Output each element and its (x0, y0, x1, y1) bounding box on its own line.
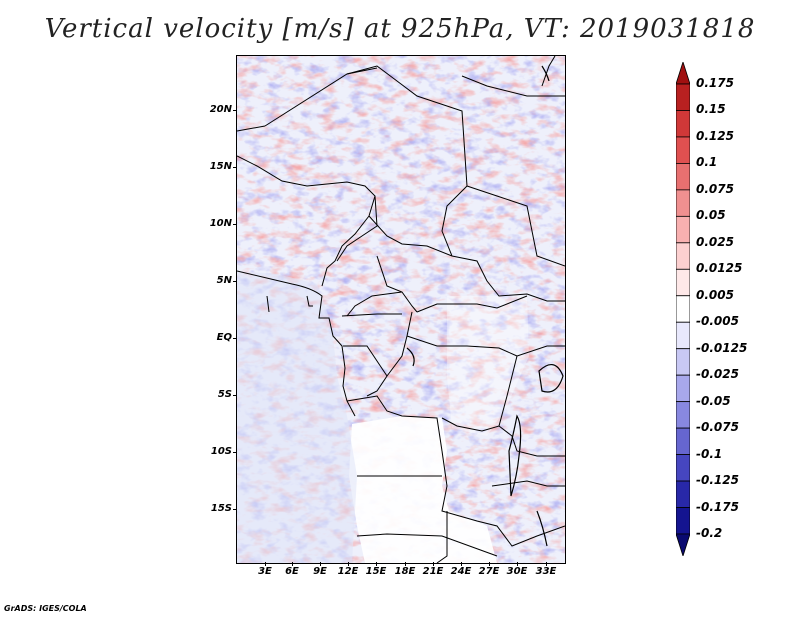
colorbar-segment (676, 348, 690, 376)
colorbar-segment (676, 427, 690, 455)
colorbar-label: -0.175 (696, 499, 739, 514)
lon-tick (376, 562, 377, 566)
colorbar-label: 0.025 (696, 234, 734, 249)
lon-tick (348, 562, 349, 566)
lon-tick (292, 562, 293, 566)
lon-label: 33E (535, 566, 557, 577)
near-zero-region-east (447, 296, 529, 436)
lon-label: 9E (313, 566, 327, 577)
colorbar-label: -0.125 (696, 473, 739, 488)
colorbar-min-arrow (676, 533, 690, 556)
lat-tick (233, 452, 237, 453)
lon-tick (265, 562, 266, 566)
lon-tick (405, 562, 406, 566)
colorbar-label: -0.075 (696, 420, 739, 435)
lon-label: 24E (450, 566, 472, 577)
colorbar-segment (676, 215, 690, 244)
colorbar-segment (676, 268, 690, 297)
lakes (406, 65, 564, 547)
colorbar-segment (676, 242, 690, 270)
colorbar-label: 0.1 (696, 155, 718, 170)
colorbar-label: 0.075 (696, 181, 734, 196)
colorbar-label: 0.15 (696, 102, 726, 117)
lon-tick (517, 562, 518, 566)
colorbar (676, 62, 690, 556)
colorbar-label: -0.005 (696, 314, 739, 329)
colorbar-label: -0.1 (696, 446, 723, 461)
lon-label: 30E (506, 566, 528, 577)
ocean-area (237, 271, 357, 563)
colorbar-label: -0.05 (696, 393, 731, 408)
colorbar-label: -0.2 (696, 526, 723, 540)
lat-tick (233, 167, 237, 168)
colorbar-label: 0.175 (696, 76, 734, 90)
colorbar-segment (676, 374, 690, 403)
lon-tick (433, 562, 434, 566)
vertical-velocity-field (237, 56, 565, 563)
colorbar-segment (676, 189, 690, 217)
colorbar-label: 0.0125 (696, 261, 743, 276)
chart-title: Vertical velocity [m/s] at 925hPa, VT: 2… (44, 14, 756, 44)
lat-label: 15S (210, 503, 232, 514)
lat-tick (233, 338, 237, 339)
lat-label: 10S (210, 446, 232, 457)
lat-label: EQ (216, 332, 232, 343)
lat-tick (233, 509, 237, 510)
colorbar-max-arrow (676, 62, 690, 85)
lon-label: 27E (478, 566, 500, 577)
lat-label: 20N (209, 104, 232, 115)
lon-label: 12E (337, 566, 359, 577)
credit-text: GrADS: IGES/COLA (4, 604, 87, 613)
lon-tick (546, 562, 547, 566)
colorbar-segment (676, 295, 690, 323)
map-panel (236, 55, 566, 564)
colorbar-segment (676, 110, 690, 138)
colorbar-segment (676, 163, 690, 191)
colorbar-segment (676, 507, 690, 535)
lon-label: 21E (422, 566, 444, 577)
lat-label: 15N (209, 161, 232, 172)
lon-label: 15E (365, 566, 387, 577)
colorbar-segment (676, 136, 690, 164)
lon-tick (320, 562, 321, 566)
colorbar-label: 0.125 (696, 128, 734, 143)
colorbar-segment (676, 321, 690, 350)
colorbar-segment (676, 454, 690, 482)
lon-tick (489, 562, 490, 566)
lat-tick (233, 281, 237, 282)
colorbar-label: 0.005 (696, 287, 734, 302)
lon-label: 6E (285, 566, 299, 577)
lat-tick (233, 110, 237, 111)
colorbar-segment (676, 401, 690, 429)
country-boundaries (237, 56, 565, 563)
lat-label: 10N (209, 218, 232, 229)
near-zero-region (349, 416, 497, 563)
colorbar-label: -0.025 (696, 367, 739, 382)
lat-label: 5S (217, 389, 232, 400)
lon-label: 3E (258, 566, 272, 577)
colorbar-segment (676, 480, 690, 508)
lat-tick (233, 395, 237, 396)
lat-tick (233, 224, 237, 225)
colorbar-label: -0.0125 (696, 340, 748, 355)
colorbar-label: 0.05 (696, 208, 726, 223)
lon-tick (461, 562, 462, 566)
colorbar-segment (676, 83, 690, 111)
lon-label: 18E (394, 566, 416, 577)
lat-label: 5N (216, 275, 232, 286)
